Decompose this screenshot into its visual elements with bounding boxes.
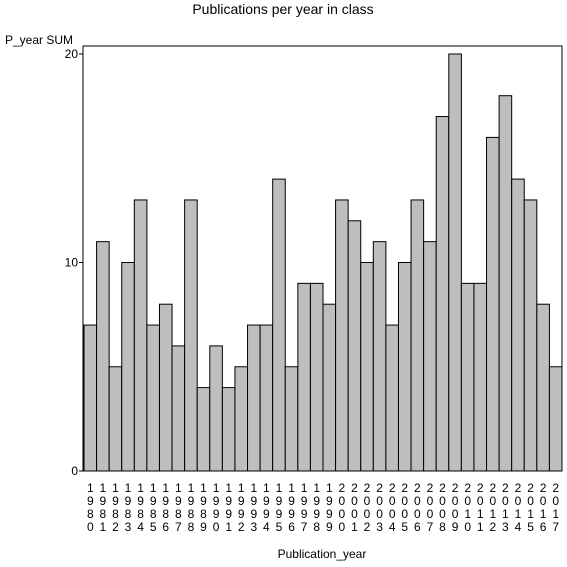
bar-1994: [259, 324, 274, 472]
bar-1999: [322, 303, 337, 472]
bar-2012: [486, 136, 500, 472]
bar-2015: [523, 199, 538, 472]
bar-2007: [423, 241, 437, 472]
bar-1989: [196, 387, 211, 472]
bar-1984: [133, 199, 148, 472]
bar-1992: [234, 366, 249, 472]
x-axis-label: Publication_year: [278, 547, 367, 561]
bar-2005: [397, 262, 412, 472]
bar-2016: [536, 303, 550, 472]
bar-2011: [473, 282, 488, 472]
bar-2008: [435, 116, 450, 472]
bar-2004: [385, 324, 399, 472]
bar-1993: [247, 324, 261, 472]
bar-2001: [347, 220, 362, 472]
y-tick-label-20: 20: [65, 47, 79, 61]
bar-1997: [297, 282, 311, 472]
bar-2014: [511, 178, 525, 472]
bar-1985: [146, 324, 160, 472]
bar-1996: [284, 366, 299, 472]
bar-1995: [272, 178, 286, 472]
bar-1980: [83, 324, 98, 472]
bar-2010: [460, 282, 475, 472]
bar-2017: [548, 366, 563, 472]
bar-1986: [158, 303, 173, 472]
bar-1988: [184, 199, 198, 472]
x-ticks-group: 1 9 8 0 1 9 8 1 1 9 8 2 1 9 8 3 1 9 8 4 1 9 8 5 1 9 8 6 1 9 8 7 1 9 8 8 1 9 8 9…: [87, 481, 559, 534]
bar-1981: [96, 241, 110, 472]
chart-title: Publications per year in class: [192, 1, 373, 17]
bar-2002: [360, 262, 374, 472]
bar-1998: [309, 282, 324, 472]
y-ticks-group: 0 10 20: [65, 47, 83, 478]
y-tick-label-0: 0: [71, 464, 78, 478]
bar-1982: [108, 366, 123, 472]
bar-2000: [335, 199, 349, 472]
bar-1983: [121, 262, 135, 472]
bar-1987: [171, 345, 186, 472]
bar-2009: [448, 53, 462, 472]
bar-1991: [221, 387, 236, 472]
bar-2006: [410, 199, 425, 472]
bars-group: [83, 53, 563, 472]
y-axis-label: P_year SUM: [5, 33, 73, 47]
bar-1990: [209, 345, 223, 472]
y-tick-label-10: 10: [65, 256, 79, 270]
bar-2003: [372, 241, 387, 472]
bar-2013: [498, 95, 513, 472]
